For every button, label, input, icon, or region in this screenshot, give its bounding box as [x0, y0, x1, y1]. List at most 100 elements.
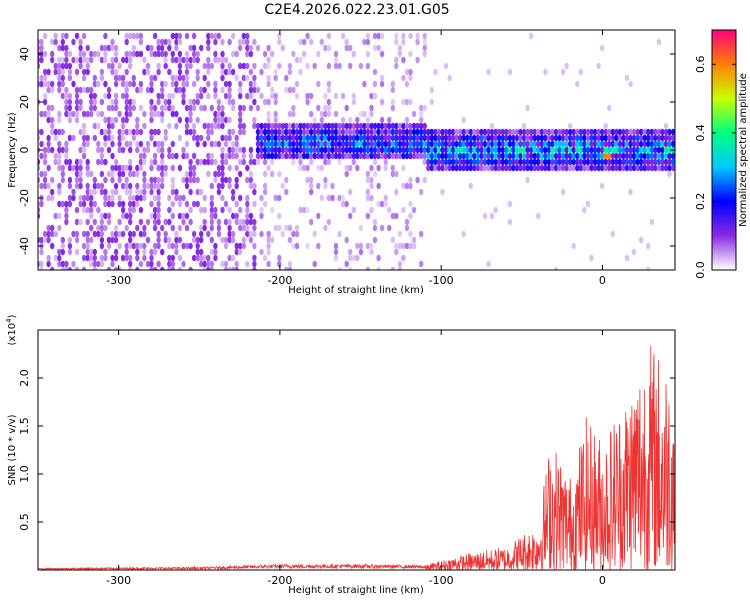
heatmap-cell: [38, 164, 41, 172]
heatmap-cell: [259, 122, 264, 130]
heatmap-cell: [390, 266, 395, 270]
heatmap-cell: [120, 56, 126, 64]
heatmap-cell: [202, 86, 207, 94]
heatmap-cell: [202, 74, 207, 82]
heatmap-cell: [273, 224, 278, 232]
heatmap-cell: [78, 86, 83, 94]
heatmap-cell: [419, 104, 424, 112]
heatmap-cell: [135, 170, 140, 178]
heatmap-cell: [241, 128, 246, 136]
heatmap-cell: [177, 50, 183, 58]
heatmap-cell: [287, 134, 293, 142]
heatmap-cell: [170, 260, 175, 268]
heatmap-cell: [110, 104, 115, 112]
heatmap-cell: [149, 128, 154, 136]
heatmap-cell: [404, 140, 410, 148]
heatmap-cell: [227, 116, 232, 124]
heatmap-cell: [557, 134, 562, 142]
heatmap-cell: [113, 44, 119, 52]
heatmap-cell: [131, 104, 136, 112]
heatmap-cell: [340, 140, 346, 148]
heatmap-cell: [649, 146, 654, 154]
heatmap-cell: [241, 122, 246, 130]
heatmap-cell: [607, 104, 612, 112]
heatmap-cell: [110, 140, 115, 148]
heatmap-cell: [92, 248, 98, 256]
heatmap-cell: [85, 56, 90, 64]
heatmap-cell: [216, 170, 222, 178]
heatmap-cell: [333, 110, 339, 118]
heatmap-cell: [156, 98, 161, 106]
heatmap-cell: [564, 152, 569, 160]
heatmap-cell: [592, 158, 598, 166]
heatmap-cell: [241, 242, 246, 250]
x-tick-label: -200: [267, 274, 292, 287]
y-tick-label: 0: [18, 147, 31, 154]
heatmap-cell: [326, 218, 332, 226]
heatmap-cell: [383, 140, 388, 148]
heatmap-cell: [184, 32, 190, 40]
heatmap-cell: [482, 146, 488, 154]
heatmap-cell: [106, 200, 112, 208]
heatmap-cell: [376, 200, 381, 208]
heatmap-cell: [599, 182, 605, 190]
heatmap-cell: [234, 176, 239, 184]
heatmap-cell: [167, 254, 172, 262]
heatmap-cell: [365, 122, 371, 130]
heatmap-cell: [529, 140, 534, 148]
heatmap-cell: [387, 128, 392, 136]
heatmap-cell: [560, 146, 566, 154]
heatmap-cell: [482, 134, 488, 142]
heatmap-cell: [85, 134, 90, 142]
heatmap-cell: [333, 254, 339, 262]
heatmap-cell: [135, 164, 140, 172]
heatmap-cell: [270, 50, 275, 58]
heatmap-cell: [67, 104, 73, 112]
heatmap-cell: [131, 134, 136, 142]
heatmap-cell: [309, 182, 314, 190]
heatmap-cell: [248, 80, 254, 88]
heatmap-cell: [170, 164, 175, 172]
heatmap-cell: [372, 170, 378, 178]
heatmap-cell: [514, 152, 520, 160]
heatmap-cell: [376, 122, 381, 130]
heatmap-cell: [294, 134, 300, 142]
heatmap-cell: [379, 116, 385, 124]
heatmap-cell: [333, 62, 339, 70]
heatmap-cell: [348, 254, 353, 262]
heatmap-cell: [177, 254, 183, 262]
heatmap-cell: [369, 248, 374, 256]
heatmap-cell: [415, 128, 420, 136]
heatmap-cell: [262, 152, 268, 160]
heatmap-cell: [160, 38, 165, 46]
heatmap-cell: [415, 140, 420, 148]
heatmap-cell: [230, 236, 236, 244]
heatmap-cell: [638, 134, 644, 142]
heatmap-cell: [344, 260, 349, 268]
heatmap-cell: [372, 152, 378, 160]
heatmap-cell: [309, 128, 314, 136]
heatmap-cell: [333, 146, 339, 154]
heatmap-cell: [160, 224, 165, 232]
heatmap-cell: [465, 128, 470, 136]
heatmap-cell: [184, 56, 190, 64]
heatmap-cell: [209, 218, 214, 226]
heatmap-cell: [81, 122, 87, 130]
heatmap-cell: [575, 146, 580, 154]
heatmap-cell: [138, 164, 144, 172]
heatmap-cell: [177, 86, 183, 94]
heatmap-cell: [57, 56, 62, 64]
heatmap-cell: [599, 44, 605, 52]
heatmap-cell: [120, 182, 126, 190]
heatmap-cell: [667, 128, 672, 136]
heatmap-cell: [305, 164, 310, 172]
heatmap-cell: [50, 50, 55, 58]
heatmap-cell: [493, 152, 498, 160]
heatmap-cell: [220, 56, 225, 64]
heatmap-cell: [560, 164, 566, 172]
heatmap-cell: [486, 260, 491, 268]
heatmap-cell: [560, 152, 566, 160]
heatmap-cell: [369, 206, 374, 214]
heatmap-cell: [67, 116, 73, 124]
heatmap-cell: [298, 56, 303, 64]
